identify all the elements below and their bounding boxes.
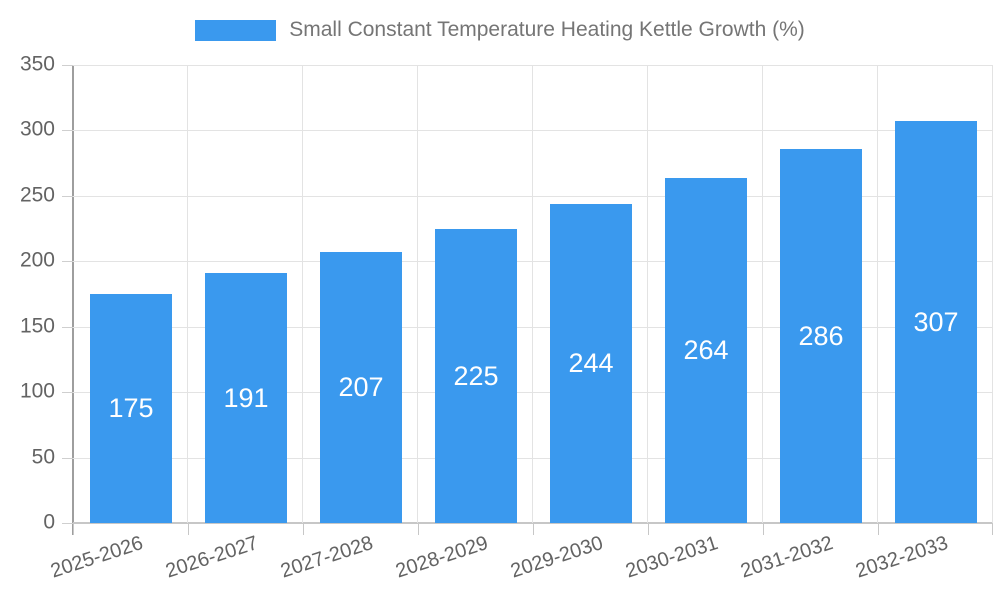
bar[interactable]: 264 — [665, 178, 747, 523]
x-tick-mark — [533, 523, 534, 535]
y-axis-line — [72, 65, 74, 535]
bar[interactable]: 225 — [435, 229, 517, 523]
plot-area: 0 50 100 150 200 250 300 350 175 191 207 225 244 264 2… — [20, 53, 993, 582]
gridline-v — [532, 65, 533, 523]
y-tick-mark — [62, 65, 73, 66]
y-tick-label: 350 — [19, 52, 55, 76]
y-tick-mark — [62, 326, 73, 328]
bar-value-label: 286 — [798, 320, 844, 351]
x-tick-mark — [878, 523, 879, 535]
gridline-v — [302, 65, 303, 523]
bar[interactable]: 286 — [780, 149, 862, 523]
bar-value-label: 307 — [913, 306, 959, 337]
x-tick-mark — [188, 523, 189, 535]
gridline-v — [992, 65, 993, 523]
gridline-h — [73, 261, 993, 263]
y-tick-mark — [62, 392, 73, 394]
x-tick-mark — [992, 523, 993, 535]
y-tick-mark — [62, 130, 73, 132]
gridline-h — [73, 392, 993, 394]
legend-swatch — [195, 19, 277, 41]
gridline-h — [73, 457, 993, 459]
y-tick-mark — [62, 195, 73, 197]
y-tick-label: 150 — [19, 314, 55, 338]
bar[interactable]: 307 — [895, 121, 977, 523]
y-tick-mark — [62, 457, 73, 459]
y-tick-mark — [62, 261, 73, 263]
chart-legend[interactable]: Small Constant Temperature Heating Kettl… — [0, 18, 1000, 42]
y-tick-label: 0 — [43, 510, 55, 534]
x-tick-mark — [303, 523, 304, 535]
y-tick-label: 300 — [19, 117, 55, 141]
gridline-v — [647, 65, 648, 523]
y-tick-label: 100 — [19, 379, 55, 403]
bar-value-label: 244 — [568, 348, 614, 378]
gridline-h — [73, 65, 993, 66]
bar[interactable]: 175 — [90, 294, 172, 523]
x-tick-mark — [418, 523, 419, 535]
gridline-v — [877, 65, 878, 523]
y-tick-label: 50 — [31, 445, 55, 469]
bar-value-label: 207 — [338, 372, 384, 402]
bar[interactable]: 244 — [550, 204, 632, 523]
bar-value-label: 175 — [108, 393, 154, 423]
legend-label: Small Constant Temperature Heating Kettl… — [289, 18, 805, 41]
gridline-h — [73, 130, 993, 132]
bar-value-label: 264 — [683, 335, 729, 365]
x-tick-mark — [73, 523, 74, 535]
bar[interactable]: 191 — [205, 273, 287, 523]
bar[interactable]: 207 — [320, 252, 402, 523]
gridline-v — [762, 65, 763, 523]
y-tick-label: 250 — [19, 183, 55, 207]
gridline-v — [187, 65, 188, 523]
bar-value-label: 225 — [453, 360, 499, 391]
gridline-h — [73, 326, 993, 328]
gridline-h — [73, 195, 993, 197]
gridline-v — [417, 65, 418, 523]
x-tick-mark — [648, 523, 649, 535]
y-tick-label: 200 — [19, 248, 55, 272]
x-tick-mark — [763, 523, 764, 535]
bar-value-label: 191 — [223, 382, 269, 413]
y-tick-mark — [62, 523, 73, 524]
